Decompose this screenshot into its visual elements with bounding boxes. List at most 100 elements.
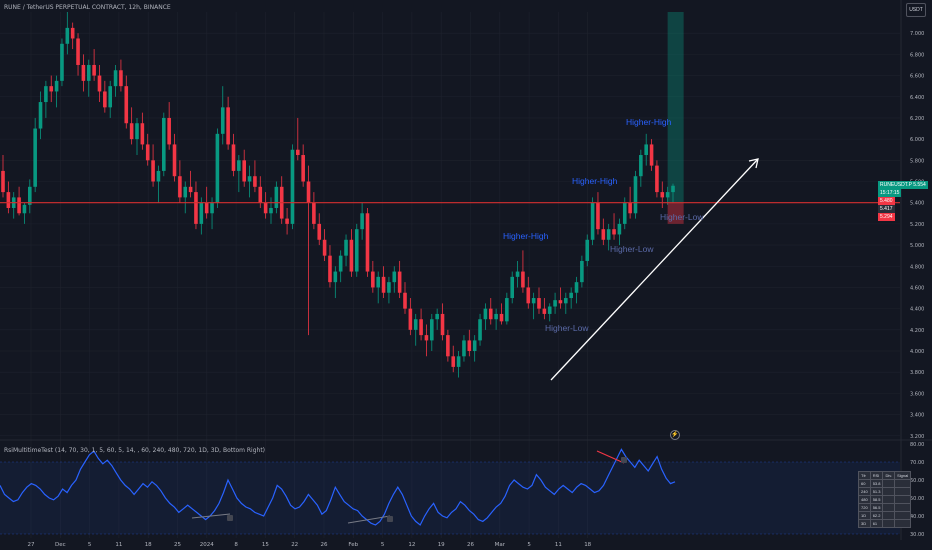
position-stop-zone xyxy=(667,202,684,224)
price-tag-countdown: 15:17:15 xyxy=(878,189,902,197)
table-cell: 53.8 xyxy=(869,479,884,488)
price-tick-label: 6.000 xyxy=(910,137,924,143)
candle-body xyxy=(22,204,27,214)
divergence-marker xyxy=(227,515,233,521)
candle-body xyxy=(392,271,397,283)
candle-body xyxy=(547,306,552,314)
candle-body xyxy=(403,292,407,309)
candle-body xyxy=(440,313,445,336)
candle-body xyxy=(655,165,659,193)
rsi-tick-label: 30.00 xyxy=(910,532,924,538)
candle-body xyxy=(60,43,64,81)
table-header: Div. xyxy=(882,471,896,480)
time-tick-label: 5 xyxy=(88,542,92,548)
trend-arrow xyxy=(550,158,759,381)
candle-body xyxy=(6,192,11,208)
candle-body xyxy=(499,313,504,322)
candle-body xyxy=(580,260,584,283)
candle-body xyxy=(296,149,300,156)
candle-body xyxy=(65,27,70,44)
candle-body xyxy=(92,64,96,76)
rsi-tick-label: 60.00 xyxy=(910,478,924,484)
candle-body xyxy=(129,123,134,140)
time-tick-label: Feb xyxy=(348,542,358,548)
time-tick-label: 11 xyxy=(115,542,122,548)
candle-body xyxy=(397,271,402,293)
candle-body xyxy=(172,144,177,177)
candle-body xyxy=(413,319,418,330)
table-cell: 240 xyxy=(858,487,871,496)
candle-body xyxy=(553,300,557,307)
table-header: RSI xyxy=(869,471,884,480)
time-axis[interactable]: 27 Dec 5 11 18 25 2024 8 15 22 26 Feb 5 12 19 26 Mar 5 11 1… xyxy=(28,542,592,548)
time-tick-label: 2024 xyxy=(200,542,214,548)
lightning-icon[interactable]: ⚡ xyxy=(670,430,680,440)
candle-body xyxy=(333,271,338,283)
candle-body xyxy=(515,271,520,277)
candle-body xyxy=(263,202,268,214)
candle-body xyxy=(290,149,295,224)
candle-body xyxy=(387,282,391,293)
price-tag-level: 5.417 xyxy=(878,205,895,213)
divergence-line xyxy=(191,513,231,519)
candle-body xyxy=(537,298,541,309)
time-tick-label: 26 xyxy=(321,542,328,548)
candle-body xyxy=(612,229,616,235)
candles xyxy=(1,12,675,378)
candle-body xyxy=(430,319,434,341)
price-tick-label: 3.400 xyxy=(910,413,924,419)
price-tick-label: 3.800 xyxy=(910,370,924,376)
table-cell xyxy=(894,503,912,512)
candle-body xyxy=(510,276,514,299)
rsi-indicator-title: RsiMultitimeTest (14, 70, 30, 1, 5, 60, … xyxy=(4,447,266,454)
candle-body xyxy=(1,170,5,193)
candle-body xyxy=(81,64,86,81)
candle-body xyxy=(140,123,145,145)
candle-body xyxy=(285,218,289,224)
candle-body xyxy=(354,229,359,272)
candle-body xyxy=(376,276,380,288)
table-cell xyxy=(882,511,896,520)
candle-body xyxy=(526,287,531,304)
time-tick-label: 26 xyxy=(467,542,474,548)
candle-body xyxy=(419,319,423,336)
candle-body xyxy=(306,181,311,203)
candle-body xyxy=(328,255,332,283)
candle-body xyxy=(381,276,386,293)
candle-body xyxy=(145,144,150,161)
price-tick-label: 5.800 xyxy=(910,158,924,164)
candle-body xyxy=(215,133,220,203)
candle-body xyxy=(317,223,322,240)
rsi-multitime-table: Tfr RSI Div. Signal 60 53.8 240 51.3 480 58… xyxy=(858,471,912,528)
table-cell: 60 xyxy=(858,479,871,488)
divergence-line xyxy=(347,515,391,524)
candle-body xyxy=(344,239,348,256)
candle-body xyxy=(424,335,429,341)
candle-body xyxy=(365,213,370,272)
candle-body xyxy=(322,239,327,256)
candle-body xyxy=(574,282,579,293)
candle-body xyxy=(558,300,563,304)
price-tick-label: 5.400 xyxy=(910,201,924,207)
candle-body xyxy=(531,298,536,304)
candle-body xyxy=(606,229,611,240)
table-cell xyxy=(882,503,896,512)
candle-body xyxy=(242,160,246,182)
currency-button[interactable]: USDT xyxy=(906,3,926,17)
time-tick-label: Mar xyxy=(495,542,506,548)
candle-body xyxy=(360,213,364,230)
candle-body xyxy=(167,117,171,145)
candle-body xyxy=(199,202,204,224)
table-cell: 56.5 xyxy=(869,503,884,512)
candle-body xyxy=(596,202,600,230)
rsi-tick-label: 80.00 xyxy=(910,442,924,448)
price-axis[interactable]: 7.0006.8006.6006.4006.2006.0005.8005.600… xyxy=(910,31,924,440)
candle-body xyxy=(483,308,488,320)
price-tick-label: 3.200 xyxy=(910,434,924,440)
price-tick-label: 4.200 xyxy=(910,328,924,334)
table-cell xyxy=(882,519,896,528)
candle-body xyxy=(247,176,252,182)
price-tick-label: 7.000 xyxy=(910,31,924,37)
table-row: 480 58.5 xyxy=(858,495,912,504)
